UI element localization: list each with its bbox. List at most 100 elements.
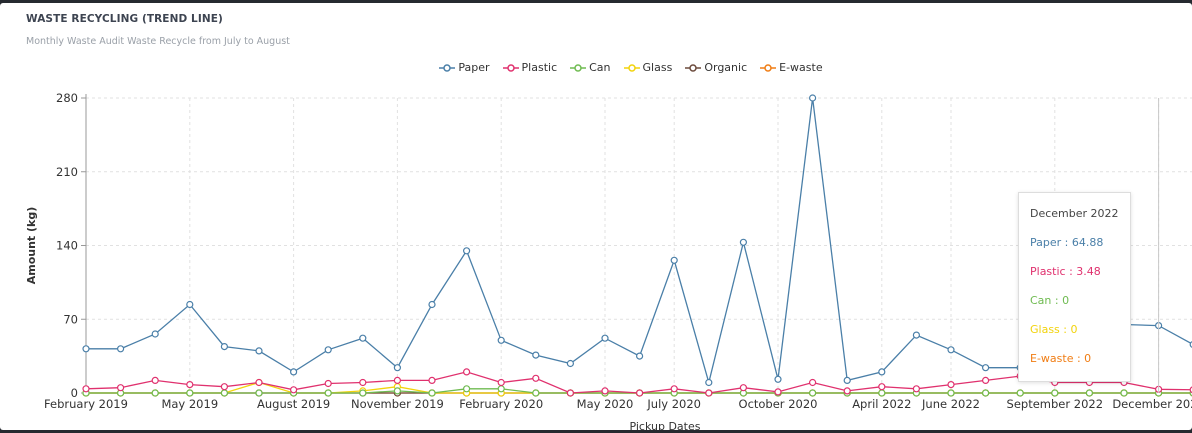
y-tick-label: 0 — [71, 386, 78, 400]
x-tick-label: September 2022 — [1007, 397, 1104, 411]
data-point-can — [463, 385, 471, 393]
x-tick-label: February 2019 — [44, 397, 128, 411]
data-point-plastic — [151, 376, 159, 384]
legend-item-e-waste[interactable]: E-waste — [760, 61, 823, 74]
data-point-plastic — [82, 385, 90, 393]
data-point-plastic — [566, 389, 575, 397]
data-point-paper — [220, 343, 228, 351]
data-point-plastic — [635, 389, 644, 397]
legend-item-glass[interactable]: Glass — [623, 61, 672, 74]
data-point-paper — [463, 247, 471, 255]
chart-card: WASTE RECYCLING (TREND LINE) Monthly Was… — [0, 3, 1192, 430]
data-point-plastic — [497, 378, 505, 387]
data-point-can — [497, 385, 505, 393]
x-tick-label: February 2020 — [459, 397, 543, 411]
data-point-plastic — [359, 378, 367, 387]
data-point-can — [532, 389, 540, 397]
tooltip-row-can: Can : 0 — [1030, 294, 1070, 307]
data-point-can — [808, 389, 817, 397]
legend-marker-paper — [439, 63, 456, 72]
legend-label-organic: Organic — [704, 61, 748, 74]
data-point-plastic — [186, 381, 194, 389]
line-chart-plot: 0 70 140 210 280 February 2019 May 2019 August … — [25, 91, 1192, 430]
tooltip-row-paper: Paper : 64.88 — [1030, 236, 1104, 249]
x-tick-label: May 2020 — [577, 397, 634, 411]
data-point-plastic — [739, 384, 748, 392]
data-point-plastic — [255, 378, 263, 387]
data-point-paper — [324, 346, 332, 354]
data-point-can — [981, 389, 990, 397]
x-tick-label: August 2019 — [257, 397, 330, 411]
data-point-can — [1085, 389, 1094, 397]
data-point-paper — [428, 300, 436, 309]
data-point-paper — [739, 238, 748, 246]
data-point-plastic — [393, 376, 401, 384]
x-tick-label: May 2019 — [161, 397, 218, 411]
data-point-paper — [670, 256, 678, 264]
x-tick-label: November 2019 — [351, 397, 444, 411]
data-point-plastic — [324, 379, 332, 388]
x-tick-label: April 2022 — [852, 397, 911, 411]
data-point-can — [186, 389, 194, 397]
y-tick-label: 140 — [56, 239, 78, 253]
legend-marker-glass — [623, 63, 640, 72]
data-point-plastic — [463, 368, 471, 376]
data-point-paper — [82, 345, 90, 353]
data-point-plastic — [808, 378, 817, 387]
tooltip-title: December 2022 — [1030, 207, 1119, 220]
x-tick-label: December 2022 — [1112, 397, 1192, 411]
y-tick-label: 210 — [56, 165, 78, 179]
data-point-plastic — [843, 387, 851, 395]
data-point-can — [220, 389, 228, 397]
data-point-paper — [635, 352, 644, 360]
legend-marker-e-waste — [760, 63, 777, 72]
data-point-can — [359, 389, 367, 397]
data-point-plastic — [220, 383, 228, 391]
data-point-paper — [186, 300, 194, 309]
data-point-plastic — [774, 388, 782, 396]
data-point-can — [1016, 389, 1024, 397]
data-point-paper — [808, 94, 817, 102]
data-point-plastic — [912, 385, 921, 393]
legend-item-paper[interactable]: Paper — [439, 61, 490, 74]
legend-label-paper: Paper — [458, 61, 490, 74]
chart-subtitle: Monthly Waste Audit Waste Recycle from J… — [26, 36, 290, 47]
data-point-can — [428, 389, 436, 397]
data-point-can — [324, 389, 332, 397]
data-point-plastic — [290, 386, 298, 394]
legend-item-organic[interactable]: Organic — [685, 61, 747, 74]
data-point-can — [1120, 389, 1128, 397]
data-point-plastic — [532, 374, 540, 382]
y-tick-label: 70 — [63, 312, 78, 326]
x-tick-label: October 2020 — [739, 397, 818, 411]
tooltip-row-e-waste: E-waste : 0 — [1030, 352, 1092, 365]
chart-title: WASTE RECYCLING (TREND LINE) — [26, 13, 223, 25]
data-point-paper — [116, 345, 125, 353]
y-tick-label: 280 — [56, 91, 78, 105]
data-tooltip: December 2022 Paper : 64.88 Plastic : 3.… — [1018, 192, 1131, 382]
legend-marker-plastic — [502, 63, 519, 72]
data-point-paper — [393, 364, 401, 372]
data-point-plastic — [601, 387, 609, 395]
data-point-paper — [878, 368, 886, 376]
data-point-paper — [912, 331, 921, 339]
data-point-paper — [705, 378, 713, 387]
legend-item-plastic[interactable]: Plastic — [502, 61, 558, 74]
data-point-paper — [359, 334, 367, 342]
data-point-plastic — [705, 389, 713, 397]
legend-label-plastic: Plastic — [521, 61, 558, 74]
data-point-plastic — [947, 381, 955, 389]
tooltip-row-plastic: Plastic : 3.48 — [1030, 265, 1101, 278]
legend-marker-can — [570, 63, 587, 72]
data-point-paper — [981, 364, 990, 372]
data-point-paper — [947, 346, 955, 354]
x-axis-title: Pickup Dates — [629, 420, 700, 430]
data-point-paper — [843, 376, 851, 384]
tooltip-row-glass: Glass : 0 — [1030, 323, 1078, 336]
data-point-paper — [497, 336, 505, 344]
x-tick-label: June 2022 — [921, 397, 980, 411]
chart-legend: Paper Plastic Can Glass Organic — [0, 61, 1192, 74]
data-point-can — [393, 387, 401, 395]
legend-item-can[interactable]: Can — [570, 61, 611, 74]
x-tick-label: July 2020 — [646, 397, 701, 411]
